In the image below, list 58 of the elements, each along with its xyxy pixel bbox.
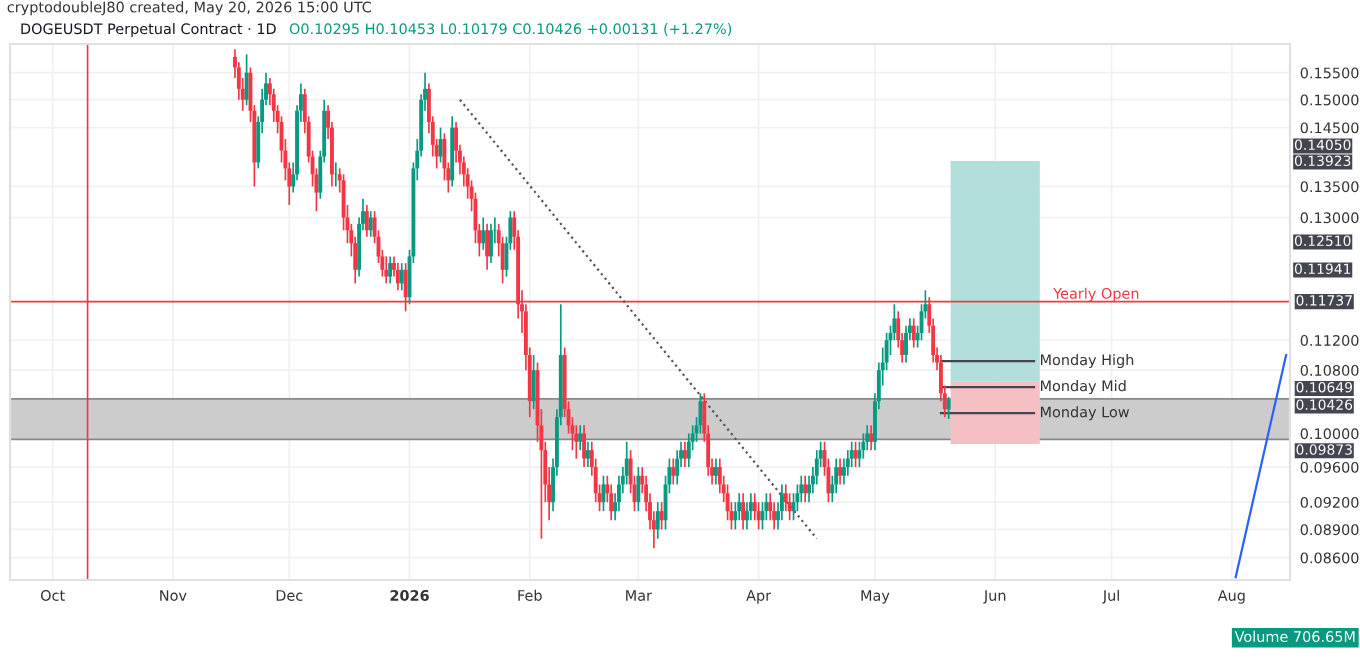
- candlestick: [745, 501, 749, 531]
- candlestick: [617, 474, 621, 512]
- candlestick: [636, 466, 641, 512]
- candlestick: [485, 223, 490, 271]
- candlestick: [845, 449, 850, 477]
- candlestick: [853, 440, 858, 468]
- candlestick: [838, 457, 842, 486]
- candlestick: [741, 492, 746, 531]
- candlestick: [675, 449, 680, 486]
- candlestick: [779, 483, 784, 522]
- candlestick: [861, 432, 866, 460]
- candlestick: [586, 440, 590, 468]
- candlestick: [803, 474, 808, 503]
- candlestick: [659, 501, 664, 531]
- candlestick: [752, 492, 757, 522]
- candlestick: [481, 216, 486, 251]
- candlestick: [946, 396, 951, 420]
- candlestick: [787, 492, 792, 522]
- candlestick: [582, 424, 586, 468]
- candlestick: [842, 457, 846, 486]
- candlestick: [737, 492, 742, 522]
- candlestick: [682, 440, 687, 468]
- candlestick: [671, 457, 676, 486]
- candlestick: [865, 424, 870, 451]
- candlestick: [768, 492, 773, 522]
- candlestick: [814, 449, 819, 486]
- candlestick: [911, 317, 916, 349]
- candlestick: [764, 492, 769, 522]
- candlestick: [717, 457, 722, 495]
- candlestick: [698, 392, 703, 435]
- candlestick: [733, 501, 738, 531]
- candlestick: [384, 255, 389, 285]
- candlestick: [904, 324, 908, 364]
- candlestick: [725, 483, 730, 522]
- candlestick: [756, 501, 761, 531]
- candlestick: [395, 262, 400, 292]
- candlestick: [574, 424, 579, 460]
- candlestick: [799, 474, 804, 503]
- candlestick: [624, 440, 629, 486]
- candlestick: [368, 210, 373, 238]
- candlestick: [849, 440, 854, 468]
- candlestick: [807, 474, 811, 503]
- candlestick: [578, 424, 583, 451]
- candlestick: [531, 354, 536, 411]
- candlestick: [686, 432, 691, 468]
- candlestick: [489, 223, 493, 264]
- candlestick: [244, 53, 249, 107]
- candlestick: [772, 501, 777, 531]
- candlestick: [869, 424, 874, 451]
- candlestick: [748, 492, 753, 522]
- candlestick: [795, 483, 800, 512]
- candlestick: [655, 501, 660, 540]
- candlestick: [388, 255, 393, 285]
- candlestick: [609, 483, 614, 522]
- candlestick: [783, 483, 788, 512]
- candlestick: [714, 457, 718, 486]
- candlestick: [834, 457, 839, 495]
- candlestick: [364, 204, 369, 238]
